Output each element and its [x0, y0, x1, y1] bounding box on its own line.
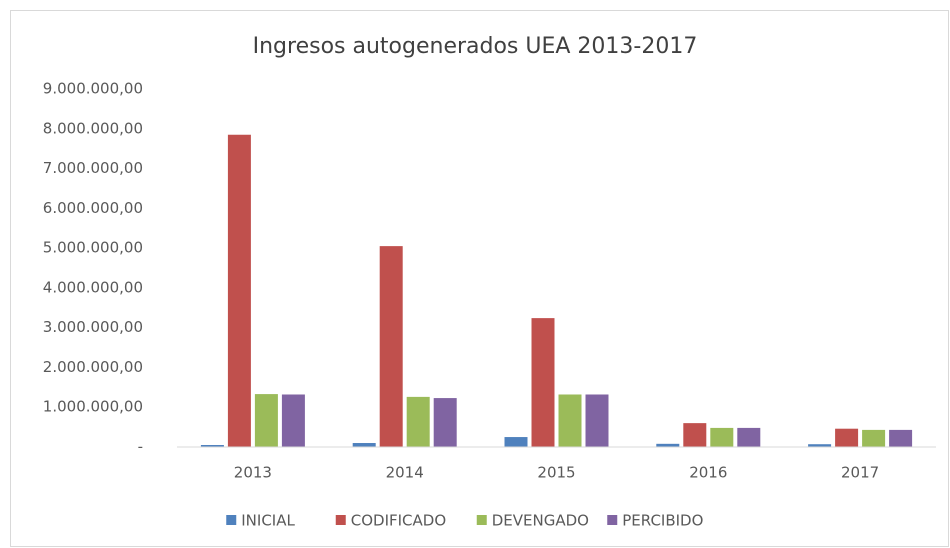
x-tick-label: 2013	[234, 464, 272, 482]
bar	[737, 427, 761, 447]
y-tick-label: 8.000.000,00	[43, 119, 143, 137]
y-tick-label: 9.000.000,00	[43, 80, 143, 98]
y-tick-label: 6.000.000,00	[43, 199, 143, 217]
bar	[352, 443, 376, 447]
legend-swatch	[476, 515, 487, 525]
y-tick-label: 1.000.000,00	[43, 398, 143, 416]
bar	[835, 428, 859, 447]
bar	[433, 398, 457, 447]
bar	[281, 394, 305, 447]
x-tick-label: 2015	[537, 464, 575, 482]
legend-label: DEVENGADO	[492, 512, 589, 530]
bar	[889, 429, 913, 447]
legend-label: PERCIBIDO	[622, 512, 703, 530]
y-tick-label: 4.000.000,00	[43, 278, 143, 296]
bar	[531, 318, 555, 447]
y-tick-label: 7.000.000,00	[43, 159, 143, 177]
bar	[558, 394, 582, 447]
y-tick-label: -	[138, 438, 143, 456]
bar	[406, 396, 430, 447]
legend-swatch	[226, 515, 237, 525]
x-tick-label: 2016	[689, 464, 727, 482]
bar	[254, 394, 278, 447]
bar	[710, 427, 734, 447]
legend-swatch	[607, 515, 618, 525]
bar	[504, 437, 528, 447]
y-tick-label: 2.000.000,00	[43, 358, 143, 376]
x-tick-label: 2017	[841, 464, 879, 482]
chart-title: Ingresos autogenerados UEA 2013-2017	[253, 34, 698, 59]
legend-label: CODIFICADO	[351, 512, 446, 530]
y-tick-label: 5.000.000,00	[43, 239, 143, 257]
bar	[227, 134, 251, 447]
bar	[200, 445, 224, 447]
bar	[683, 423, 707, 447]
chart-frame	[10, 10, 949, 547]
bar	[862, 429, 886, 447]
bar	[656, 443, 680, 447]
legend-label: INICIAL	[241, 512, 295, 530]
x-tick-label: 2014	[386, 464, 424, 482]
bar	[379, 246, 403, 447]
bar	[808, 444, 832, 447]
y-tick-label: 3.000.000,00	[43, 318, 143, 336]
bar	[585, 394, 609, 447]
legend-swatch	[335, 515, 346, 525]
